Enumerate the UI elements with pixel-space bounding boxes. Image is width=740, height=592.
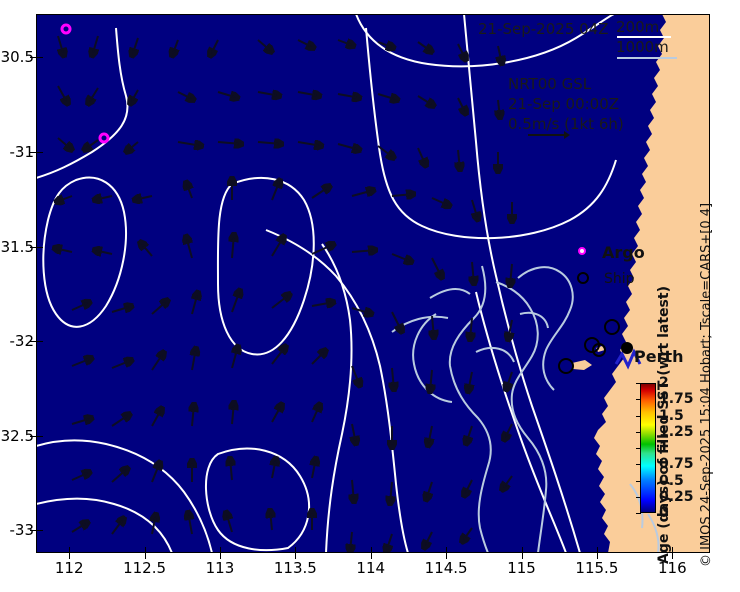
y-tick-mark-inner <box>37 246 43 248</box>
colorbar-tick <box>636 448 641 449</box>
y-tick-mark-inner <box>37 341 43 343</box>
x-tick-mark-inner <box>219 547 221 553</box>
x-axis-label: 116 <box>657 559 687 577</box>
map-canvas <box>36 14 710 553</box>
argo-icon <box>578 247 586 255</box>
perth-dot-icon <box>621 342 633 354</box>
x-tick-mark-inner <box>370 547 372 553</box>
colorbar-tick-label: 0.75 <box>659 456 694 473</box>
colorbar-tick-label: 2 <box>659 375 669 391</box>
x-axis-label: 113 <box>205 559 235 577</box>
y-axis-label: -32.5 <box>0 426 34 445</box>
x-axis-label: 112 <box>54 559 84 577</box>
product-name: NRT00 GSL <box>508 75 592 93</box>
colorbar-caption: Age (days) of filled SST (wrt latest) <box>656 286 672 564</box>
colorbar-tick <box>636 431 641 433</box>
x-axis-label: 114.5 <box>424 559 468 577</box>
x-axis-label: 115 <box>507 559 536 577</box>
x-axis-label: 113.5 <box>273 559 317 577</box>
bathymetry-contour-1000m <box>391 265 660 553</box>
y-tick-mark-inner <box>37 435 43 437</box>
colorbar-tick <box>636 383 641 384</box>
colorbar-tick <box>636 415 641 417</box>
ship-observation-markers[interactable] <box>558 319 620 374</box>
colorbar-tick-label: 0.25 <box>659 488 694 505</box>
colorbar-tick <box>636 464 641 466</box>
argo-legend-label: Argo <box>602 243 645 262</box>
x-tick-mark <box>446 553 448 559</box>
ship-icon <box>577 272 589 284</box>
x-tick-mark-inner <box>596 547 598 553</box>
y-axis-label: -31.5 <box>0 237 34 256</box>
x-tick-mark <box>219 553 221 559</box>
colorbar <box>640 383 656 513</box>
x-tick-mark-inner <box>672 547 674 553</box>
y-tick-mark-inner <box>37 57 43 59</box>
colorbar-tick <box>636 480 641 482</box>
ship-legend-label: Ship <box>604 271 635 287</box>
colorbar-tick-label: 1.5 <box>659 407 684 424</box>
product-time: 21-Sep 00:00Z <box>508 95 620 113</box>
x-axis-label: 115.5 <box>575 559 619 577</box>
bathymetry-200m-swatch <box>617 36 671 38</box>
y-tick-mark <box>30 57 36 59</box>
x-tick-mark <box>521 553 523 559</box>
copyright-notice: © IMOS 24-Sep-2025 15:04 Hobart; Tscale=… <box>699 202 714 567</box>
x-tick-mark <box>672 553 674 559</box>
map-plot-area[interactable] <box>36 14 710 553</box>
x-tick-mark-inner <box>446 547 448 553</box>
x-tick-mark <box>295 553 297 559</box>
y-tick-mark <box>30 341 36 343</box>
colorbar-tick <box>636 399 641 401</box>
y-axis-label: -31 <box>9 143 35 162</box>
colorbar-tick <box>636 496 641 498</box>
perth-city-label: Perth <box>634 347 684 366</box>
bathymetry-1000m-label: 1000m <box>616 38 669 56</box>
y-axis-label: -30.5 <box>0 48 34 67</box>
colorbar-tick <box>636 513 641 514</box>
bathymetry-contour-200m <box>36 14 617 553</box>
current-vector-field <box>54 35 512 552</box>
y-axis-label: -33 <box>9 521 35 540</box>
y-axis-label: -32 <box>9 332 35 351</box>
argo-float-markers[interactable] <box>60 23 110 144</box>
x-tick-mark <box>69 553 71 559</box>
product-info-block: NRT00 GSL 21-Sep 00:00Z 0.5m/s (1kt 6h) <box>508 74 624 134</box>
x-tick-mark-inner <box>521 547 523 553</box>
vector-scale-label: 0.5m/s (1kt 6h) <box>508 115 624 133</box>
bathymetry-1000m-swatch <box>617 57 677 59</box>
colorbar-tick-label: 1.75 <box>659 391 694 408</box>
y-tick-mark-inner <box>37 530 43 532</box>
y-tick-mark <box>30 435 36 437</box>
x-tick-mark-inner <box>69 547 71 553</box>
vector-scale-arrow-icon <box>528 131 570 139</box>
x-axis-label: 112.5 <box>123 559 167 577</box>
y-tick-mark <box>30 246 36 248</box>
land-layer <box>572 14 710 553</box>
x-tick-mark <box>144 553 146 559</box>
x-tick-mark-inner <box>144 547 146 553</box>
colorbar-tick-label: 1 <box>659 440 669 456</box>
x-axis-label: 114 <box>356 559 386 577</box>
colorbar-tick-label: 0.5 <box>659 472 684 489</box>
y-tick-mark-inner <box>37 152 43 154</box>
y-tick-mark <box>30 530 36 532</box>
y-tick-mark <box>30 152 36 154</box>
colorbar-tick-label: 0 <box>659 505 669 521</box>
timestamp-label: 21-Sep-2025 04Z <box>478 20 609 38</box>
perth-city-marker <box>614 348 642 370</box>
x-tick-mark <box>596 553 598 559</box>
x-tick-mark <box>370 553 372 559</box>
x-tick-mark-inner <box>295 547 297 553</box>
colorbar-tick-label: 1.25 <box>659 423 694 440</box>
bathymetry-200m-label: 200m <box>616 18 660 36</box>
